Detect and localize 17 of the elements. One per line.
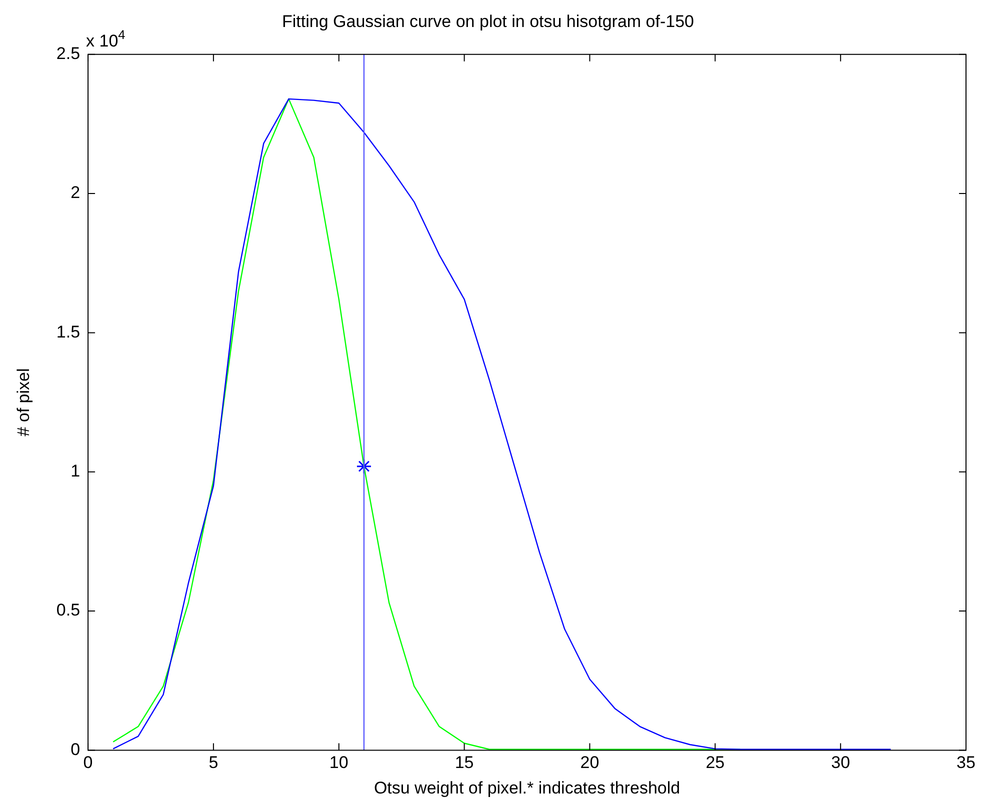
y-tick-label: 0.5 bbox=[56, 600, 80, 620]
x-tick-label: 35 bbox=[956, 753, 976, 772]
x-axis-title: Otsu weight of pixel.* indicates threshold bbox=[374, 778, 680, 798]
chart-title: Fitting Gaussian curve on plot in otsu hisotgram of-150 bbox=[282, 12, 694, 31]
y-tick-label: 0 bbox=[70, 740, 80, 759]
x-tick-label: 20 bbox=[580, 753, 600, 772]
x-tick-label: 15 bbox=[454, 753, 474, 772]
x-tick-label: 10 bbox=[329, 753, 348, 772]
x-tick-label: 5 bbox=[208, 753, 218, 772]
y-tick-label: 2.5 bbox=[56, 44, 80, 64]
y-tick-label: 2 bbox=[70, 183, 80, 202]
x-tick-label: 25 bbox=[706, 753, 725, 772]
y-tick-label: 1 bbox=[70, 462, 80, 481]
y-tick-label: 1.5 bbox=[56, 322, 80, 342]
x-tick-label: 0 bbox=[83, 753, 93, 772]
x-tick-label: 30 bbox=[831, 753, 850, 772]
y-axis-title: # of pixel bbox=[14, 368, 33, 436]
